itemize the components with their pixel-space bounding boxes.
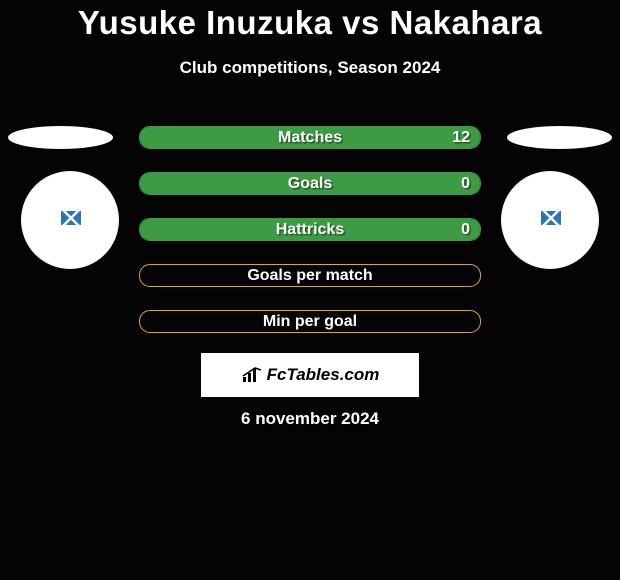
stat-value: 0 [461,221,470,239]
stat-label: Matches [278,129,342,147]
shadow-ellipse-right [507,126,612,149]
player-avatar-left [21,171,119,269]
logo-box: FcTables.com [201,353,419,397]
logo-label: FcTables.com [267,365,380,385]
stat-label: Hattricks [276,221,344,239]
stat-row: Goals per match [139,264,481,287]
page-subtitle: Club competitions, Season 2024 [0,58,620,78]
stat-label: Goals [288,175,332,193]
page-title: Yusuke Inuzuka vs Nakahara [0,0,620,42]
stat-label: Min per goal [263,313,357,331]
stat-value: 0 [461,175,470,193]
date-text: 6 november 2024 [0,409,620,429]
stat-row: Hattricks 0 [139,218,481,241]
chart-icon [241,366,263,384]
stat-row: Min per goal [139,310,481,333]
shadow-ellipse-left [8,126,113,149]
stat-value: 12 [452,129,470,147]
stats-container: Matches 12 Goals 0 Hattricks 0 Goals per match… [139,126,481,356]
stat-row: Matches 12 [139,126,481,149]
avatar-placeholder-icon [541,211,561,225]
logo-text: FcTables.com [241,365,380,385]
stat-label: Goals per match [247,267,372,285]
stat-row: Goals 0 [139,172,481,195]
avatar-placeholder-icon [61,211,81,225]
player-avatar-right [501,171,599,269]
